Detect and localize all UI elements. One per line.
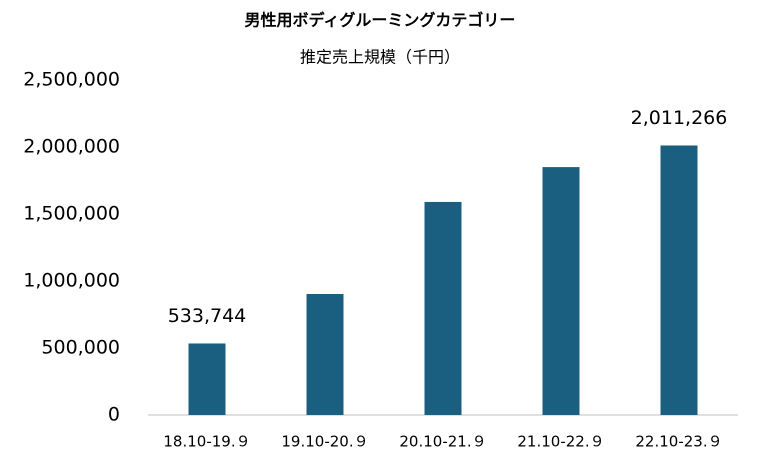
y-tick-label: 1,500,000 xyxy=(23,203,120,225)
bar xyxy=(542,167,580,415)
bar xyxy=(660,145,698,415)
y-tick-label: 2,500,000 xyxy=(23,69,120,91)
y-tick-label: 2,000,000 xyxy=(23,136,120,158)
x-tick-label: 21.10-22.９ xyxy=(517,433,604,451)
y-tick-label: 1,000,000 xyxy=(23,270,120,292)
bar xyxy=(424,201,462,415)
value-label: 533,744 xyxy=(168,305,247,327)
chart-title: 男性用ボディグルーミングカテゴリー xyxy=(245,11,516,30)
x-tick-label: 18.10-19.９ xyxy=(163,433,250,451)
bar xyxy=(188,343,226,415)
x-tick-label: 20.10-21.９ xyxy=(399,433,486,451)
chart-subtitle: 推定売上規模（千円） xyxy=(300,48,460,67)
value-label: 2,011,266 xyxy=(631,107,728,129)
y-tick-label: 500,000 xyxy=(41,337,120,359)
bar xyxy=(306,293,344,415)
y-tick-label: 0 xyxy=(108,404,120,426)
x-tick-label: 22.10-23.９ xyxy=(635,433,722,451)
x-tick-label: 19.10-20.９ xyxy=(281,433,368,451)
